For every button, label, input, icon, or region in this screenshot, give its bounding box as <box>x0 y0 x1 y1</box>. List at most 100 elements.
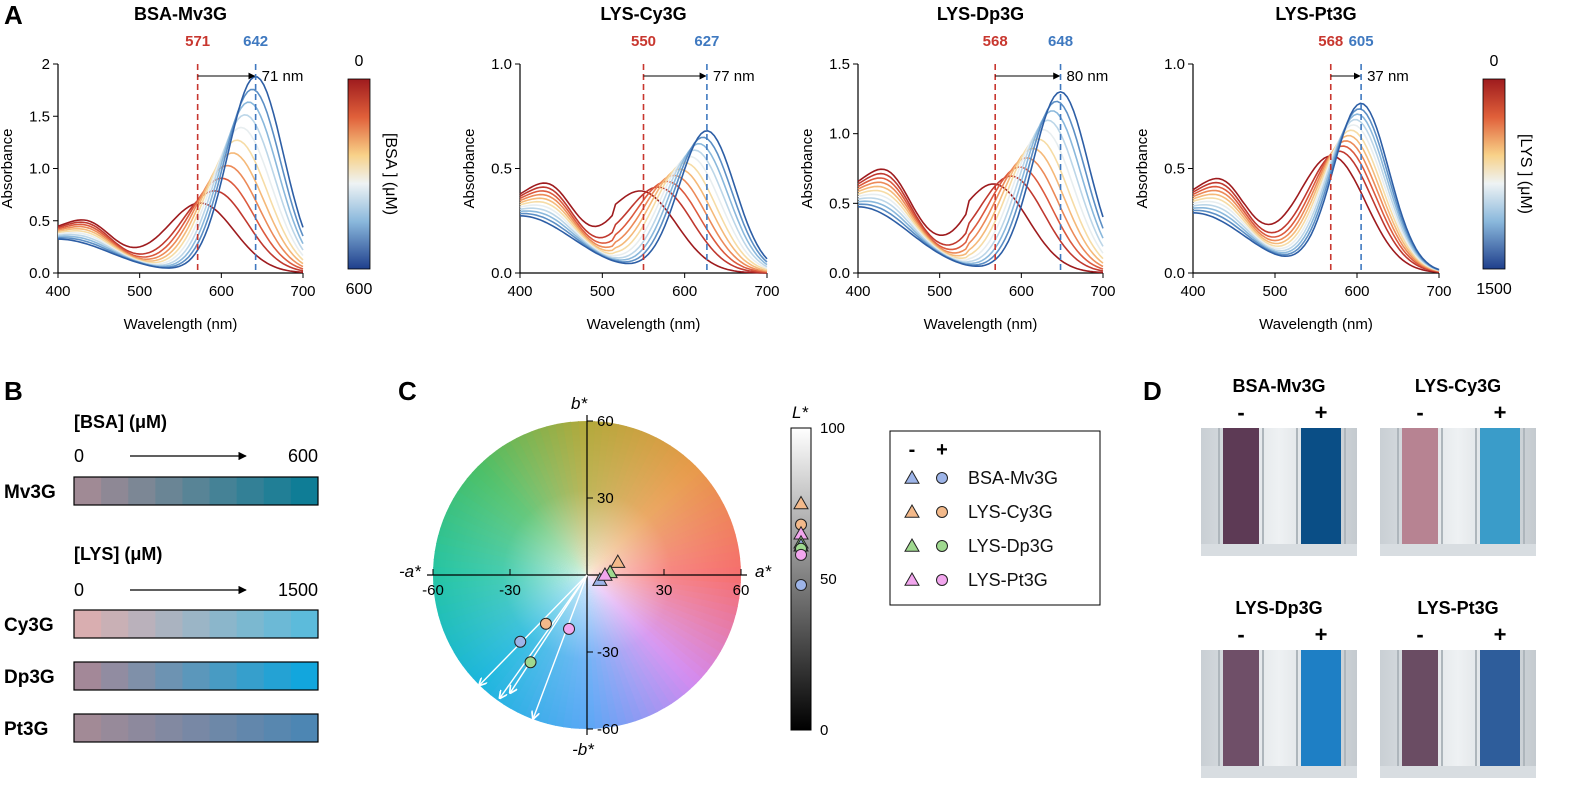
y-tick-label: 0.5 <box>1164 161 1185 178</box>
spectrum-series-line <box>857 166 1104 270</box>
panel-letter-c: C <box>398 376 417 406</box>
legend-header-plus: + <box>936 439 948 461</box>
legend-marker-plus <box>936 540 948 552</box>
a-tick-label: -30 <box>499 582 521 599</box>
shift-label: 80 nm <box>1067 68 1109 85</box>
spectrum-series-line <box>57 177 304 270</box>
legend-marker-minus <box>904 503 920 518</box>
swatch-cell <box>236 714 265 742</box>
spectrum-series-line <box>1192 129 1440 272</box>
b-tick-label: 60 <box>597 413 614 430</box>
spectrum-series-line <box>519 136 768 263</box>
y-tick-label: 0.0 <box>491 265 512 282</box>
x-tick-label: 500 <box>927 283 952 300</box>
guide-arrow <box>533 574 588 719</box>
lys-colorbar: 0 1500 [LYS ] (μM) <box>1476 53 1534 298</box>
spectrum-chart-4: LYS-Pt3G 400 500 600 700 0.0 0.5 1.0 Wavelength … <box>1134 4 1452 333</box>
swatch-outline <box>73 661 319 691</box>
spectrum-series-line <box>1192 118 1440 271</box>
y-tick-label: 0.5 <box>491 161 512 178</box>
swatch-cell <box>290 610 319 638</box>
legend-marker-minus <box>904 571 920 586</box>
lys-max-label: 1500 <box>278 580 318 600</box>
x-axis-label: Wavelength (nm) <box>124 316 238 333</box>
color-point <box>514 635 527 648</box>
panel-d-photos: BSA-Mv3G - + LYS-Cy3G - + LYS-Dp3G - + LYS-Pt3G - + <box>1201 376 1536 778</box>
cuvette-base <box>1201 766 1357 778</box>
swatch-rows: Mv3G Cy3G Dp3G Pt3G <box>4 476 319 743</box>
y-tick-label: 1.0 <box>491 56 512 73</box>
cuvette-minus <box>1223 650 1259 766</box>
x-tick-label: 700 <box>754 283 779 300</box>
legend-marker-minus <box>904 537 920 552</box>
swatch-cell <box>128 477 156 505</box>
cuvette-minus <box>1402 650 1438 766</box>
peak-marker-label: 648 <box>1048 33 1073 50</box>
swatch-outline <box>73 609 319 639</box>
swatch-cell <box>236 662 265 690</box>
bsa-colorbar-gradient <box>347 78 371 270</box>
photo-title: BSA-Mv3G <box>1232 376 1325 396</box>
cuvette-minus <box>1402 428 1438 544</box>
neg-a-axis-label: -a* <box>399 562 422 581</box>
bsa-min-label: 0 <box>74 446 84 466</box>
spectrum-series-line <box>57 76 304 269</box>
color-point <box>524 656 537 669</box>
y-tick-label: 0.5 <box>829 195 850 212</box>
lightness-point <box>793 495 809 510</box>
swatch-cell <box>128 714 156 742</box>
a-tick-label: 60 <box>733 582 750 599</box>
legend-marker-minus <box>904 469 920 484</box>
swatch-row-label: Dp3G <box>4 667 55 688</box>
x-tick-label: 400 <box>507 283 532 300</box>
swatch-outline <box>73 713 319 743</box>
legend-entry-label: LYS-Pt3G <box>968 570 1048 590</box>
cuvette-photo: LYS-Pt3G - + <box>1380 598 1536 778</box>
lys-colorbar-min: 0 <box>1490 53 1499 70</box>
spectrum-series-line <box>1192 124 1440 272</box>
swatch-cell <box>182 714 211 742</box>
spectrum-series-line <box>57 152 304 265</box>
spectrum-series-line <box>519 155 768 270</box>
legend-box <box>889 430 1101 606</box>
spectrum-title: LYS-Dp3G <box>937 4 1024 24</box>
spectrum-series-line <box>57 164 304 268</box>
guide-arrow <box>479 574 588 685</box>
legend-header-minus: - <box>909 439 916 461</box>
swatch-cell <box>263 714 292 742</box>
swatch-cell <box>290 662 319 690</box>
spectrum-series-line <box>857 100 1104 266</box>
spectrum-series-line <box>57 139 304 264</box>
swatch-cell <box>209 477 238 505</box>
swatch-cell <box>101 610 129 638</box>
panel-letter-b: B <box>4 376 23 406</box>
swatch-cell <box>128 610 156 638</box>
bsa-colorbar-min: 0 <box>355 53 364 70</box>
spectrum-title: LYS-Pt3G <box>1275 4 1356 24</box>
guide-arrow <box>500 574 588 698</box>
b-tick-label: -30 <box>597 644 619 661</box>
color-point <box>563 622 576 635</box>
photo-minus-label: - <box>1237 622 1244 647</box>
shift-label: 37 nm <box>1367 68 1409 85</box>
cuvette-base <box>1380 766 1536 778</box>
cielab-color-wheel: -60 -30 30 60 60 30 -30 -60 a* -a* b* -b* <box>399 394 772 759</box>
swatch-cell <box>101 662 129 690</box>
bsa-colorbar: 0 600 [BSA ] (μM) <box>346 53 399 298</box>
x-tick-label: 600 <box>672 283 697 300</box>
y-tick-label: 0.0 <box>829 265 850 282</box>
y-axis-label: Absorbance <box>1134 128 1151 208</box>
lightness-tick-0: 0 <box>820 722 828 739</box>
spectrum-series-line <box>857 147 1104 264</box>
x-axis-label: Wavelength (nm) <box>587 316 701 333</box>
x-tick-label: 700 <box>1426 283 1451 300</box>
swatch-cell <box>101 714 129 742</box>
cuvette-base <box>1201 544 1357 556</box>
swatch-cell <box>155 714 183 742</box>
x-tick-label: 500 <box>127 283 152 300</box>
x-tick-label: 700 <box>1090 283 1115 300</box>
swatch-cell <box>209 610 238 638</box>
photo-title: LYS-Pt3G <box>1417 598 1498 618</box>
